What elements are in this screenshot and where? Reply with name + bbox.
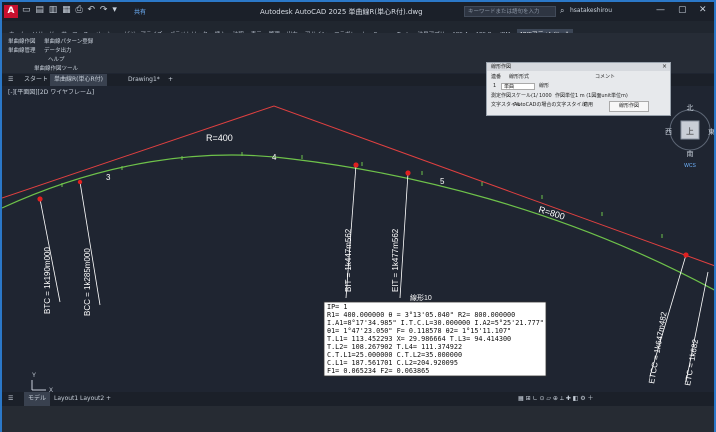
draw-alignment-button[interactable]: 線形作図 [609, 101, 649, 112]
status-tools[interactable]: ▦ ⊞ ∟ ⊙ ▱ ⊕ ⟂ ✚ ◧ ⚙ ＋ [518, 395, 594, 402]
unit-select[interactable]: 1 m (1図面unit単位m) [575, 93, 628, 99]
search-icon[interactable]: ⌕ [560, 6, 565, 15]
unit-label: 作図単位 [555, 93, 576, 99]
drawing-canvas[interactable]: R=400 R=800 3 4 5 BTC = 1k190m000 BCC = … [2, 2, 714, 406]
search-input[interactable]: キーワードまたは語句を入力 [464, 6, 556, 17]
apply-label[interactable]: 適用 [583, 102, 594, 108]
station-leaders [39, 164, 709, 383]
table-row: T.L2= 108.267902 T.L4= 111.374922 [327, 343, 462, 351]
station-label-eit: EIT = 1k477m562 [391, 228, 400, 292]
style-label: 文字スタイル [491, 102, 522, 108]
dialog-close-icon[interactable]: × [661, 63, 667, 70]
scale-label: 測定作図スケール(1/ [491, 93, 538, 99]
table-row: F1= 0.065234 F2= 0.063865 [327, 367, 429, 375]
tab-current-drawing[interactable]: 単曲線R(単心R付) [50, 74, 108, 86]
element-table-title: 線形10 [410, 293, 432, 302]
maximize-icon[interactable]: ▢ [678, 5, 687, 15]
title-bar: A ▭ ▤ ▥ ▦ ⎙ ↶ ↷ ▾ 共有 Autodesk AutoCAD 20… [2, 2, 714, 21]
ribbon-item-pattern[interactable]: 単曲線パターン登録 [44, 39, 94, 45]
table-row: I.A1=8°17'34.985" I.T.C.L=30.000000 I.A2… [327, 319, 544, 327]
share-button[interactable]: 共有 [134, 9, 147, 16]
layout-tab-bar: ☰ モデル Layout1 Layout2 + ▦ ⊞ ∟ ⊙ ▱ ⊕ ⟂ ✚ … [2, 392, 714, 406]
ribbon-panel-title: 単曲線作図ツール [34, 66, 79, 72]
wcs-menu[interactable]: WCS [684, 163, 696, 169]
station-points [37, 162, 689, 258]
quick-access-toolbar[interactable]: ▭ ▤ ▥ ▦ ⎙ ↶ ↷ ▾ [22, 5, 118, 15]
style-select[interactable]: AutoCADの場合の文字スタイル [514, 102, 587, 108]
ribbon-item-manage[interactable]: 単曲線管理 [8, 48, 36, 54]
table-row: C.T.L1=25.000000 C.T.L2=35.000000 [327, 351, 462, 359]
viewcube-east[interactable]: 東 [708, 127, 714, 136]
hamburger-icon[interactable]: ☰ [8, 76, 14, 83]
ucs-x-label: X [49, 388, 53, 394]
ucs-y-label: Y [32, 373, 36, 379]
element-table [323, 301, 547, 377]
viewcube-south[interactable]: 南 [687, 149, 694, 158]
dialog-title: 線形作図 [487, 63, 670, 71]
alignment-dialog[interactable]: 線形作図 × 連番 線形形式 コメント 1 単曲 線形 測定作図スケール(1/ … [486, 62, 671, 116]
new-tab-button[interactable]: + [168, 76, 174, 83]
app-logo[interactable]: A [4, 5, 18, 18]
station-number-3: 3 [106, 173, 111, 182]
ucs-icon: Y X [31, 373, 53, 394]
row-comment[interactable]: 線形 [539, 83, 550, 89]
row-number: 1 [493, 83, 497, 89]
tab-layout2[interactable]: Layout2 [80, 395, 105, 402]
tab-start[interactable]: スタート [24, 76, 49, 83]
ribbon-item-draw[interactable]: 単曲線作図 [8, 39, 36, 45]
viewcube-west[interactable]: 西 [665, 128, 672, 136]
user-account[interactable]: hsatakeshirou [570, 7, 612, 14]
station-label-btc: BTC = 1k190m000 [43, 247, 52, 314]
table-row: R1= 400.000000 θ = 3°13'05.040" R2= 800.… [327, 311, 515, 319]
tab-model[interactable]: モデル [24, 392, 51, 406]
alignment-curve [2, 154, 714, 291]
station-label-etc: ETC = 1k682 [683, 338, 700, 386]
col-header-number: 連番 [491, 74, 502, 80]
add-layout-button[interactable]: + [106, 395, 112, 402]
col-header-comment: コメント [595, 74, 616, 80]
radius-label-r400: R=400 [206, 133, 233, 143]
ribbon-item-help[interactable]: ヘルプ [48, 57, 65, 63]
tangent-line [2, 105, 714, 267]
scale-value[interactable]: 1000 [539, 93, 552, 99]
col-header-type: 線形形式 [509, 74, 530, 80]
station-number-5: 5 [440, 177, 445, 186]
table-row: C.L1= 187.561701 C.L2=204.920095 [327, 359, 458, 367]
command-line-area[interactable] [2, 406, 714, 432]
station-label-bcc: BCC = 1k285m000 [83, 248, 92, 316]
table-row: T.L1= 113.452293 X= 29.986664 T.L3= 94.4… [327, 335, 511, 343]
close-icon[interactable]: ✕ [699, 5, 707, 15]
viewport-label[interactable]: [-][平面図][2D ワイヤフレーム] [8, 89, 95, 96]
curve-ticks [61, 152, 663, 238]
table-row: θ1= 1°47'23.050" F= 0.118578 θ2= 1°15'11… [327, 327, 511, 335]
view-cube[interactable]: 上 北 南 西 東 WCS [665, 104, 714, 169]
layout-menu-icon[interactable]: ☰ [8, 395, 14, 402]
element-table-rows: IP= 1 R1= 400.000000 θ = 3°13'05.040" R2… [327, 303, 544, 375]
viewcube-north[interactable]: 北 [687, 104, 694, 112]
minimize-icon[interactable]: — [656, 5, 665, 15]
ribbon-item-output[interactable]: データ出力 [44, 48, 72, 54]
tab-layout1[interactable]: Layout1 [54, 395, 79, 402]
station-label-bit: BIT = 1k447m562 [344, 228, 353, 292]
station-number-4: 4 [272, 153, 277, 162]
table-row: IP= 1 [327, 303, 347, 311]
tab-drawing1[interactable]: Drawing1* [128, 76, 160, 83]
viewcube-top[interactable]: 上 [686, 127, 694, 136]
window-title: Autodesk AutoCAD 2025 単曲線R(単心R付).dwg [260, 8, 423, 16]
station-label-etcc: ETCC = 1k647m482 [647, 311, 669, 385]
row-type-select[interactable]: 単曲 [501, 83, 535, 90]
